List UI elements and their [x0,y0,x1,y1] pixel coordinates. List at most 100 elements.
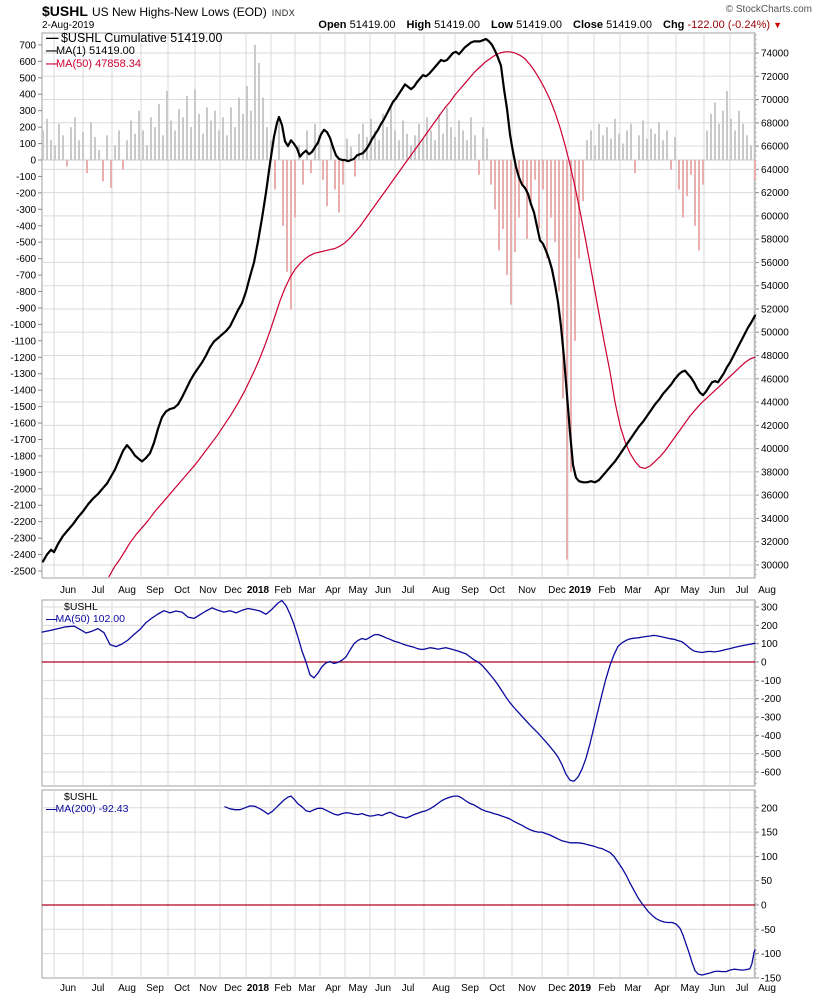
right-axis-label: -100 [761,676,781,687]
left-axis-label: -2000 [10,484,36,495]
close-value: 51419.00 [606,19,652,31]
x-axis-label: Jul [92,983,105,994]
left-axis-label: -1100 [11,336,36,347]
right-axis-label: 200 [761,621,778,632]
right-axis-label: 64000 [761,165,789,176]
left-axis-label: -300 [16,205,36,216]
x-axis-label: Jun [60,983,76,994]
left-axis-label: -500 [16,238,36,249]
right-axis-label: 52000 [761,304,789,315]
x-axis-label: Aug [758,983,776,994]
right-axis-label: 48000 [761,351,789,362]
left-axis-label: -2300 [10,534,36,545]
exchange-label: INDX [271,8,296,18]
x-axis-label: Oct [174,983,190,994]
right-axis-label: 0 [761,901,767,912]
right-axis-label: 44000 [761,398,789,409]
left-axis-label: -1500 [10,402,36,413]
x-axis-label: Apr [654,585,670,596]
bottom-panel: -150 -100 -50 0 50 100 150 200 [41,789,781,984]
left-axis-label: 600 [19,57,36,68]
right-axis-label: 60000 [761,211,789,222]
left-axis-label: -2200 [10,517,36,528]
x-axis-label: Dec [224,983,242,994]
high-value: 51419.00 [434,19,480,31]
x-axis-label: Mar [298,983,316,994]
right-axis-label: 50000 [761,328,789,339]
panel-border [41,599,756,787]
stockcharts-credit: © StockCharts.com [725,4,812,15]
legend-dash-icon: — [46,31,58,45]
left-axis-label: -1000 [10,320,36,331]
right-axis-label: 36000 [761,491,789,502]
open-label: Open [318,19,347,31]
ma50-line [108,51,756,578]
left-axis-label: -2400 [10,550,36,561]
x-axis-label: Sep [461,585,479,596]
right-axis-label: -100 [761,949,781,960]
x-axis-label: Jun [709,585,725,596]
right-axis-label: 0 [761,658,767,669]
x-axis-label: Nov [518,983,536,994]
x-axis-label: Mar [298,585,316,596]
right-axis-label: 68000 [761,118,789,129]
x-axis-label: Jul [402,983,415,994]
open-value: 51419.00 [349,19,396,31]
right-axis-label: -50 [761,925,776,936]
left-axis-label: -900 [16,303,36,314]
legend-bot-ma200: —MA(200) -92.43 [46,803,129,815]
x-axis-label: Feb [274,983,292,994]
left-axis-label: -1900 [10,468,36,479]
left-axis-label: 400 [19,90,36,101]
legend-dash-icon: — [46,58,57,70]
right-axis-label: -150 [761,973,781,984]
x-axis-label: Jun [375,585,391,596]
left-axis-label: 100 [19,139,36,150]
right-axis-label: 50 [761,876,773,887]
nh-nl-histogram [42,44,756,560]
ma200-daily-line [224,795,756,976]
legend-ma1: —MA(1) 51419.00 [46,45,135,57]
chg-label: Chg [663,19,685,31]
left-axis-label: 300 [19,106,36,117]
x-axis-label: Sep [146,585,164,596]
x-axis-label: Sep [461,983,479,994]
x-axis-labels-bottom: Jun Jul Aug Sep Oct Nov Dec 2018 Feb Mar Apr May Jun… [60,983,776,994]
right-axis-label: -300 [761,712,781,723]
x-axis-label: May [349,585,368,596]
x-axis-label: Jul [736,585,749,596]
panel-border [41,789,756,979]
x-axis-label: Feb [598,585,616,596]
close-label: Close [573,19,603,31]
left-axis-label: -700 [16,271,36,282]
main-series [41,37,757,578]
right-axis-label: 56000 [761,258,789,269]
x-axis-label: Jul [736,983,749,994]
x-axis-label: Jun [375,983,391,994]
x-axis-label: Aug [118,983,136,994]
legend-cumulative: — $USHL Cumulative 51419.00 [46,31,223,45]
left-axis-label: -1800 [10,451,36,462]
right-axis-label: 150 [761,828,778,839]
legend-mid-ma50: —MA(50) 102.00 [46,613,125,625]
x-axis-label: May [681,983,700,994]
chart-title: US New Highs-New Lows (EOD) INDX [92,5,296,19]
x-axis-label: Feb [598,983,616,994]
x-axis-label: Mar [624,585,642,596]
right-axis-label: 100 [761,852,778,863]
left-axis-label: -600 [16,254,36,265]
left-axis-label: -2500 [10,567,36,578]
right-axis-label: 74000 [761,49,789,60]
x-axis-label: Jun [60,585,76,596]
left-axis-label: 500 [19,73,36,84]
x-axis-label: Oct [174,585,190,596]
x-axis-label: Oct [489,983,505,994]
x-axis-label: Dec [224,585,242,596]
legend-ma50: —MA(50) 47858.34 [46,58,141,70]
main-panel: -2500-2400-2300-2200-2100-2000-1900-1800… [10,32,789,579]
left-axis-label: -800 [16,287,36,298]
left-axis-label: -1700 [10,435,36,446]
x-axis-label: Sep [146,983,164,994]
legend-dash-icon: — [46,45,57,57]
